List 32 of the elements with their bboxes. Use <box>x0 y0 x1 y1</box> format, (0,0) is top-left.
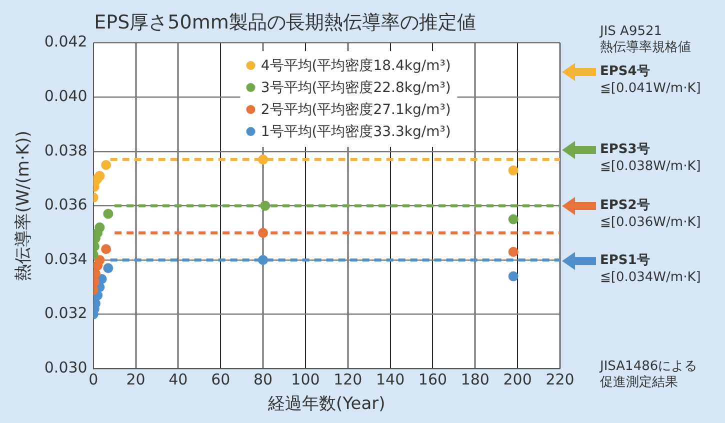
x-tick-label: 40 <box>168 370 188 388</box>
x-tick-label: 60 <box>211 370 230 388</box>
y-tick-label: 0.032 <box>44 304 88 322</box>
legend-label: 1号平均(平均密度33.3kg/m³) <box>260 122 451 142</box>
legend-label: 3号平均(平均密度22.8kg/m³) <box>260 78 451 98</box>
text: EPS4号 ≦[0.041W/m·K] <box>600 63 701 98</box>
y-tick-label: 0.030 <box>44 358 88 376</box>
x-tick-label: 100 <box>291 370 320 388</box>
x-tick-label: 180 <box>460 370 490 388</box>
x-tick-label: 220 <box>546 370 574 388</box>
text: EPS1号 ≦[0.034W/m·K] <box>600 252 701 286</box>
legend-label: 2号平均(平均密度27.1kg/m³) <box>260 100 451 120</box>
y-tick-label: 0.038 <box>44 141 88 160</box>
text: JISA1486による促進測定結果 <box>600 358 698 391</box>
chart-title: EPS厚さ50mm製品の長期熱伝導率の推定値 <box>94 11 476 34</box>
y-tick-label: 0.040 <box>44 86 88 105</box>
x-tick-label: 140 <box>376 370 405 388</box>
x-tick-label: 120 <box>334 370 362 388</box>
text: EPS2号 ≦[0.036W/m·K] <box>600 196 701 231</box>
x-tick-label: 80 <box>253 370 273 388</box>
x-tick-label: 160 <box>418 370 448 388</box>
text: JIS A9521 熱伝導率規格値 <box>600 24 692 56</box>
y-tick-label: 0.036 <box>44 196 88 214</box>
text: EPS3号 ≦[0.038W/m·K] <box>600 141 701 176</box>
x-axis-title: 経過年数(Year) <box>267 394 386 414</box>
x-tick-label: 20 <box>126 370 146 388</box>
legend-label: 4号平均(平均密度18.4kg/m³) <box>260 56 451 76</box>
x-tick-label: 0 <box>88 370 98 388</box>
y-tick-label: 0.042 <box>44 32 88 51</box>
x-tick-label: 200 <box>503 370 532 388</box>
y-axis-title: 熱伝導率(W/(m·K)) <box>14 130 34 281</box>
y-tick-label: 0.034 <box>44 250 88 268</box>
